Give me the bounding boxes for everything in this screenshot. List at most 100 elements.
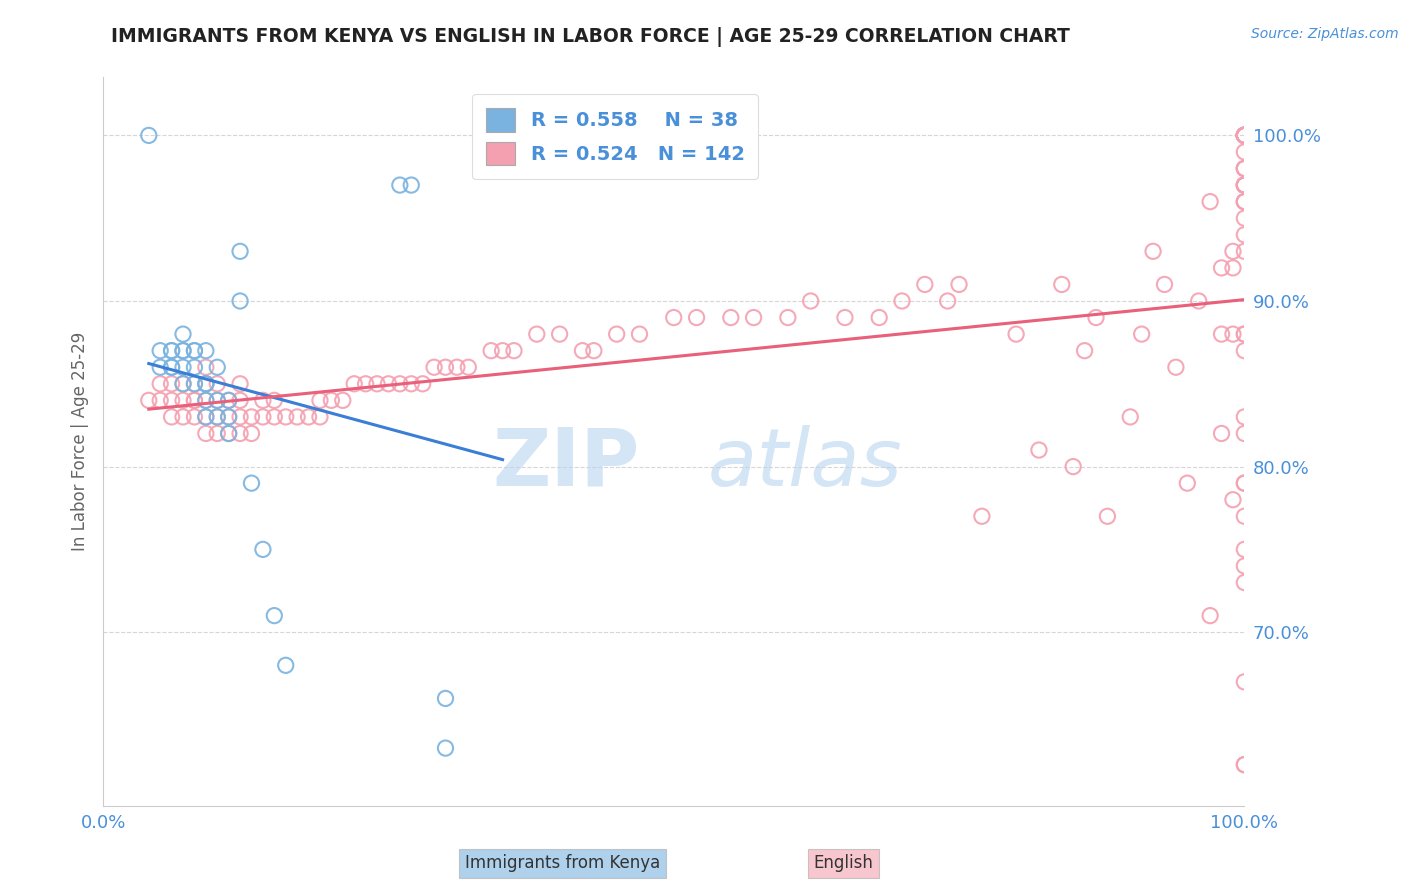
Point — [343, 376, 366, 391]
Point — [1233, 161, 1256, 176]
Point — [1233, 178, 1256, 192]
Point — [1233, 128, 1256, 143]
Point — [1233, 227, 1256, 242]
Point — [1005, 327, 1028, 342]
Point — [207, 360, 229, 375]
Point — [172, 327, 194, 342]
Point — [229, 409, 252, 424]
Point — [1050, 277, 1073, 292]
Point — [172, 393, 194, 408]
Point — [194, 376, 217, 391]
Point — [1233, 178, 1256, 192]
Point — [183, 409, 205, 424]
Point — [252, 409, 274, 424]
Point — [252, 393, 274, 408]
Point — [388, 376, 411, 391]
Point — [207, 409, 229, 424]
Point — [160, 360, 183, 375]
Point — [263, 409, 285, 424]
Point — [662, 310, 685, 325]
Point — [183, 393, 205, 408]
Point — [354, 376, 377, 391]
Point — [1233, 509, 1256, 524]
Point — [274, 409, 297, 424]
Point — [1222, 244, 1244, 259]
Point — [1233, 161, 1256, 176]
Point — [1233, 575, 1256, 590]
Point — [252, 542, 274, 557]
Point — [434, 741, 457, 756]
Point — [207, 393, 229, 408]
Point — [401, 178, 423, 192]
Legend: R = 0.558    N = 38, R = 0.524   N = 142: R = 0.558 N = 38, R = 0.524 N = 142 — [472, 95, 758, 178]
Point — [1233, 128, 1256, 143]
Point — [229, 244, 252, 259]
Point — [183, 343, 205, 358]
Point — [183, 343, 205, 358]
Point — [1233, 128, 1256, 143]
Point — [1233, 128, 1256, 143]
Point — [834, 310, 856, 325]
Point — [1153, 277, 1175, 292]
Point — [207, 426, 229, 441]
Point — [742, 310, 765, 325]
Point — [491, 128, 513, 143]
Point — [1233, 327, 1256, 342]
Point — [218, 426, 240, 441]
Point — [1222, 492, 1244, 507]
Point — [1164, 360, 1187, 375]
Point — [160, 360, 183, 375]
Point — [183, 376, 205, 391]
Point — [1233, 757, 1256, 772]
Point — [172, 409, 194, 424]
Point — [160, 376, 183, 391]
Point — [172, 376, 194, 391]
Point — [1199, 608, 1222, 623]
Point — [1233, 343, 1256, 358]
Point — [1233, 426, 1256, 441]
Point — [401, 376, 423, 391]
Point — [1233, 409, 1256, 424]
Point — [776, 310, 799, 325]
Point — [263, 393, 285, 408]
Point — [1233, 178, 1256, 192]
Point — [377, 376, 399, 391]
Point — [218, 409, 240, 424]
Point — [388, 178, 411, 192]
Point — [1119, 409, 1142, 424]
Point — [1233, 178, 1256, 192]
Point — [1233, 128, 1256, 143]
Point — [172, 376, 194, 391]
Point — [332, 393, 354, 408]
Point — [229, 376, 252, 391]
Point — [149, 393, 172, 408]
Point — [207, 409, 229, 424]
Point — [1233, 128, 1256, 143]
Point — [240, 409, 263, 424]
Point — [240, 476, 263, 491]
Point — [628, 327, 651, 342]
Point — [160, 343, 183, 358]
Point — [274, 658, 297, 673]
Point — [1233, 128, 1256, 143]
Point — [194, 376, 217, 391]
Point — [229, 393, 252, 408]
Point — [936, 293, 959, 308]
Point — [1233, 757, 1256, 772]
Point — [229, 426, 252, 441]
Point — [1233, 128, 1256, 143]
Point — [1233, 476, 1256, 491]
Point — [183, 393, 205, 408]
Point — [172, 343, 194, 358]
Point — [423, 360, 446, 375]
Point — [194, 409, 217, 424]
Point — [800, 293, 823, 308]
Point — [868, 310, 890, 325]
Point — [412, 376, 434, 391]
Point — [309, 409, 332, 424]
Point — [914, 277, 936, 292]
Point — [1073, 343, 1095, 358]
Point — [1233, 558, 1256, 573]
Point — [948, 277, 970, 292]
Point — [1233, 476, 1256, 491]
